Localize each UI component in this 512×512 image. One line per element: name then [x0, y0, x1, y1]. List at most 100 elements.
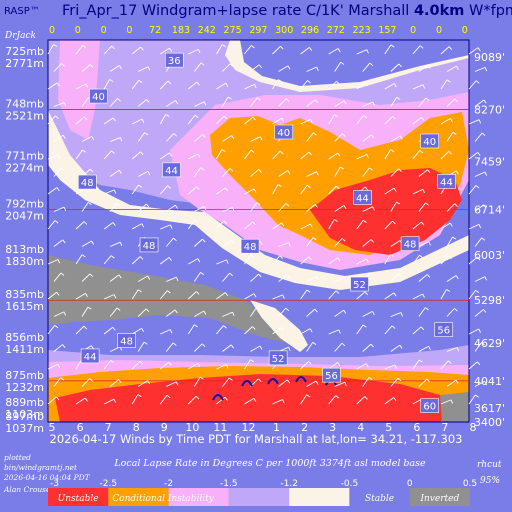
- x-axis-hour: 7: [441, 421, 448, 434]
- wind-barb: [384, 149, 395, 160]
- wind-barb: [300, 394, 311, 405]
- wind-barb: [250, 307, 261, 317]
- right-axis-label: 6003': [474, 249, 505, 262]
- wind-barb: [334, 166, 344, 177]
- wind-barb: [47, 363, 61, 370]
- wind-barb: [468, 119, 482, 125]
- wind-barb: [188, 153, 201, 160]
- right-axis-label: 5298': [474, 294, 505, 307]
- wind-barb: [131, 184, 143, 195]
- wind-barb: [278, 379, 291, 387]
- wind-barb: [300, 151, 313, 160]
- left-axis-m: 1830m: [5, 255, 44, 268]
- wind-speed-label: 40: [89, 88, 108, 104]
- svg-text:60: 60: [423, 402, 436, 413]
- wind-barb: [474, 99, 487, 107]
- svg-text:44: 44: [84, 352, 97, 363]
- wind-barb: [356, 219, 367, 230]
- wind-barb: [412, 117, 425, 125]
- wind-barb: [412, 293, 425, 300]
- wind-speed-label: 48: [139, 237, 159, 253]
- wind-barb: [334, 133, 346, 142]
- scale-title: Local Lapse Rate in Degrees C per 1000ft…: [113, 458, 426, 469]
- x-axis-hour: 4: [357, 421, 364, 434]
- wind-barb: [468, 80, 480, 90]
- wind-barb: [418, 307, 429, 317]
- wind-barb: [272, 184, 282, 195]
- wind-barb: [356, 363, 369, 370]
- legend-swatch: [349, 488, 410, 506]
- wind-speed-label: 44: [353, 190, 372, 205]
- pressure-lines: [48, 109, 469, 382]
- wind-barb: [244, 116, 256, 125]
- wind-barb: [109, 202, 121, 212]
- wind-barb: [244, 326, 256, 335]
- wind-barb: [47, 115, 59, 125]
- wind-barb: [278, 242, 291, 247]
- wind-barb: [440, 79, 451, 90]
- legend-label: Stable: [365, 494, 394, 504]
- wind-speed-label: 56: [322, 367, 341, 383]
- wind-barb: [278, 307, 290, 317]
- wind-barb: [75, 254, 86, 265]
- wind-speed-label: 56: [434, 322, 454, 337]
- wind-barb: [160, 152, 172, 160]
- wind-barb: [216, 115, 228, 125]
- legend-tick: -3: [50, 479, 59, 489]
- wind-barb: [412, 359, 423, 370]
- left-axis-mb: 835mb: [5, 288, 44, 301]
- wind-barb: [306, 275, 319, 282]
- wind-barb: [222, 311, 235, 317]
- wind-barb: [474, 132, 486, 142]
- footer-author: Alan Crouse: [3, 485, 51, 494]
- legend-swatch: [108, 488, 169, 506]
- wind-barb: [53, 272, 65, 282]
- wind-barb: [109, 274, 122, 282]
- svg-text:48: 48: [404, 240, 417, 251]
- wind-barb: [300, 80, 311, 90]
- wstar-value: 0: [410, 25, 416, 36]
- wind-barb: [131, 394, 142, 405]
- wind-barb: [216, 44, 226, 55]
- wind-barb: [47, 291, 60, 300]
- wind-barb: [103, 359, 115, 370]
- x-axis-hour: 2: [301, 421, 308, 434]
- wind-barb: [165, 133, 178, 142]
- wind-barb: [216, 82, 229, 90]
- wind-speed-label: 40: [274, 124, 294, 140]
- wind-barb: [222, 239, 235, 247]
- wind-barb: [75, 149, 86, 160]
- wind-barb: [356, 153, 369, 160]
- left-axis-mb: 771mb: [5, 150, 44, 163]
- wind-barb: [53, 102, 67, 107]
- wind-barb: [390, 344, 403, 352]
- left-axis-mb: 748mb: [5, 98, 44, 111]
- wind-barb: [188, 362, 201, 370]
- wind-barb: [53, 206, 67, 212]
- x-axis-hour: 5: [49, 421, 56, 434]
- wind-barb: [109, 241, 123, 247]
- wind-speed-label: 44: [80, 348, 100, 364]
- wind-barb: [412, 150, 424, 160]
- rhcut-value: 95%: [480, 476, 500, 486]
- wind-barb: [446, 236, 457, 247]
- wind-barb: [131, 327, 145, 335]
- region-blue-top: [240, 40, 469, 86]
- wind-barb: [362, 134, 375, 142]
- wind-speed-label: 48: [117, 333, 136, 348]
- wind-barb: [356, 258, 369, 265]
- wstar-value: 272: [327, 25, 345, 36]
- wind-speed-label: 52: [268, 350, 288, 366]
- wind-barb: [300, 256, 312, 265]
- wind-barb: [193, 62, 205, 72]
- wind-barb: [47, 220, 59, 230]
- wind-barb: [109, 379, 122, 387]
- wind-speed-label: 48: [240, 238, 260, 254]
- wind-barb: [193, 376, 204, 387]
- wind-barb: [390, 96, 401, 107]
- wstar-value: 223: [353, 25, 371, 36]
- wstar-value: 0: [126, 25, 132, 36]
- wind-barb: [250, 169, 262, 177]
- wind-barb: [137, 132, 149, 142]
- wind-barb: [47, 154, 61, 160]
